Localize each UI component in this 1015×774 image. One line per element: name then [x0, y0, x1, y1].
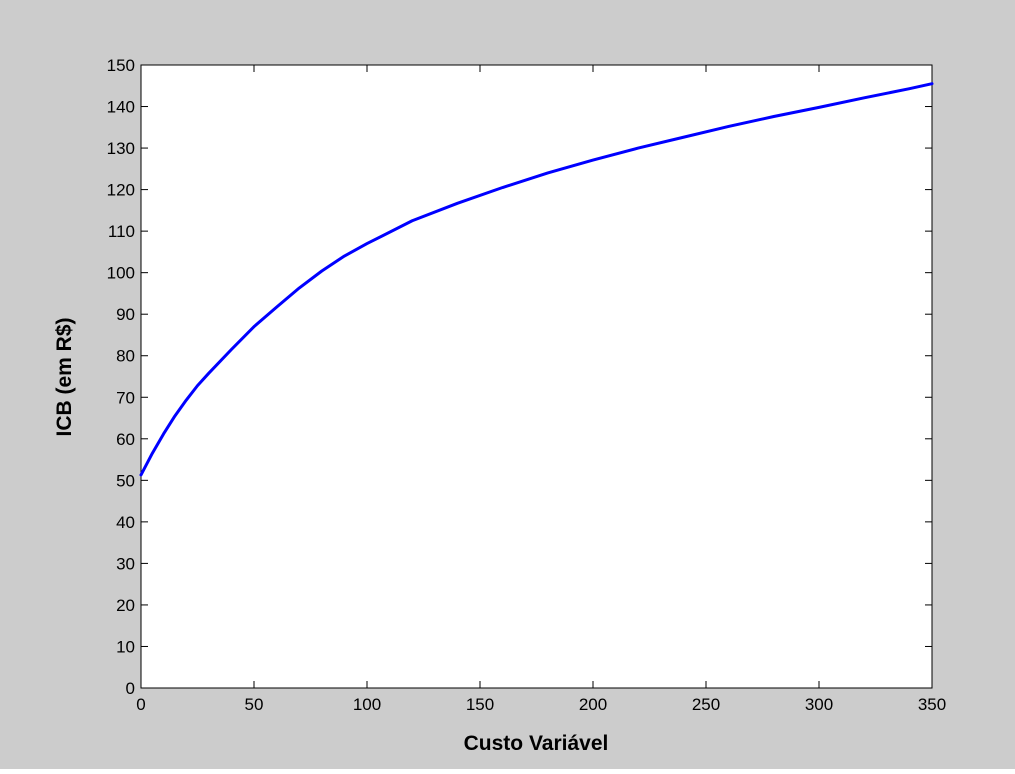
y-tick-label: 150 [107, 56, 135, 75]
y-tick-label: 140 [107, 98, 135, 117]
axis-ticks [140, 64, 933, 689]
y-tick-label: 70 [116, 388, 135, 407]
plot-area [140, 64, 933, 689]
y-tick-label: 130 [107, 139, 135, 158]
x-tick-label: 0 [136, 695, 145, 714]
y-tick-label: 40 [116, 513, 135, 532]
x-tick-label: 300 [805, 695, 833, 714]
x-tick-label: 100 [353, 695, 381, 714]
y-tick-label: 0 [126, 679, 135, 698]
y-tick-label: 80 [116, 347, 135, 366]
y-tick-label: 60 [116, 430, 135, 449]
y-tick-label: 110 [108, 222, 135, 241]
x-axis-label: Custo Variável [464, 732, 609, 755]
y-tick-labels: 0 10 20 30 40 50 60 70 80 90 100 110 120 130 140 150 [107, 56, 135, 698]
x-tick-label: 150 [466, 695, 494, 714]
x-tick-label: 50 [245, 695, 264, 714]
y-tick-label: 10 [116, 637, 135, 656]
y-tick-label: 90 [116, 305, 135, 324]
y-tick-label: 20 [116, 596, 135, 615]
y-tick-label: 120 [107, 181, 135, 200]
x-tick-label: 350 [918, 695, 946, 714]
y-axis-label: ICB (em R$) [53, 317, 76, 436]
x-tick-label: 200 [579, 695, 607, 714]
series-line [139, 82, 934, 477]
x-tick-labels: 0 50 100 150 200 250 300 350 [136, 695, 946, 714]
x-tick-label: 250 [692, 695, 720, 714]
y-tick-label: 100 [107, 264, 135, 283]
y-tick-label: 30 [116, 554, 135, 573]
series-layer [139, 82, 934, 477]
y-tick-label: 50 [116, 471, 135, 490]
